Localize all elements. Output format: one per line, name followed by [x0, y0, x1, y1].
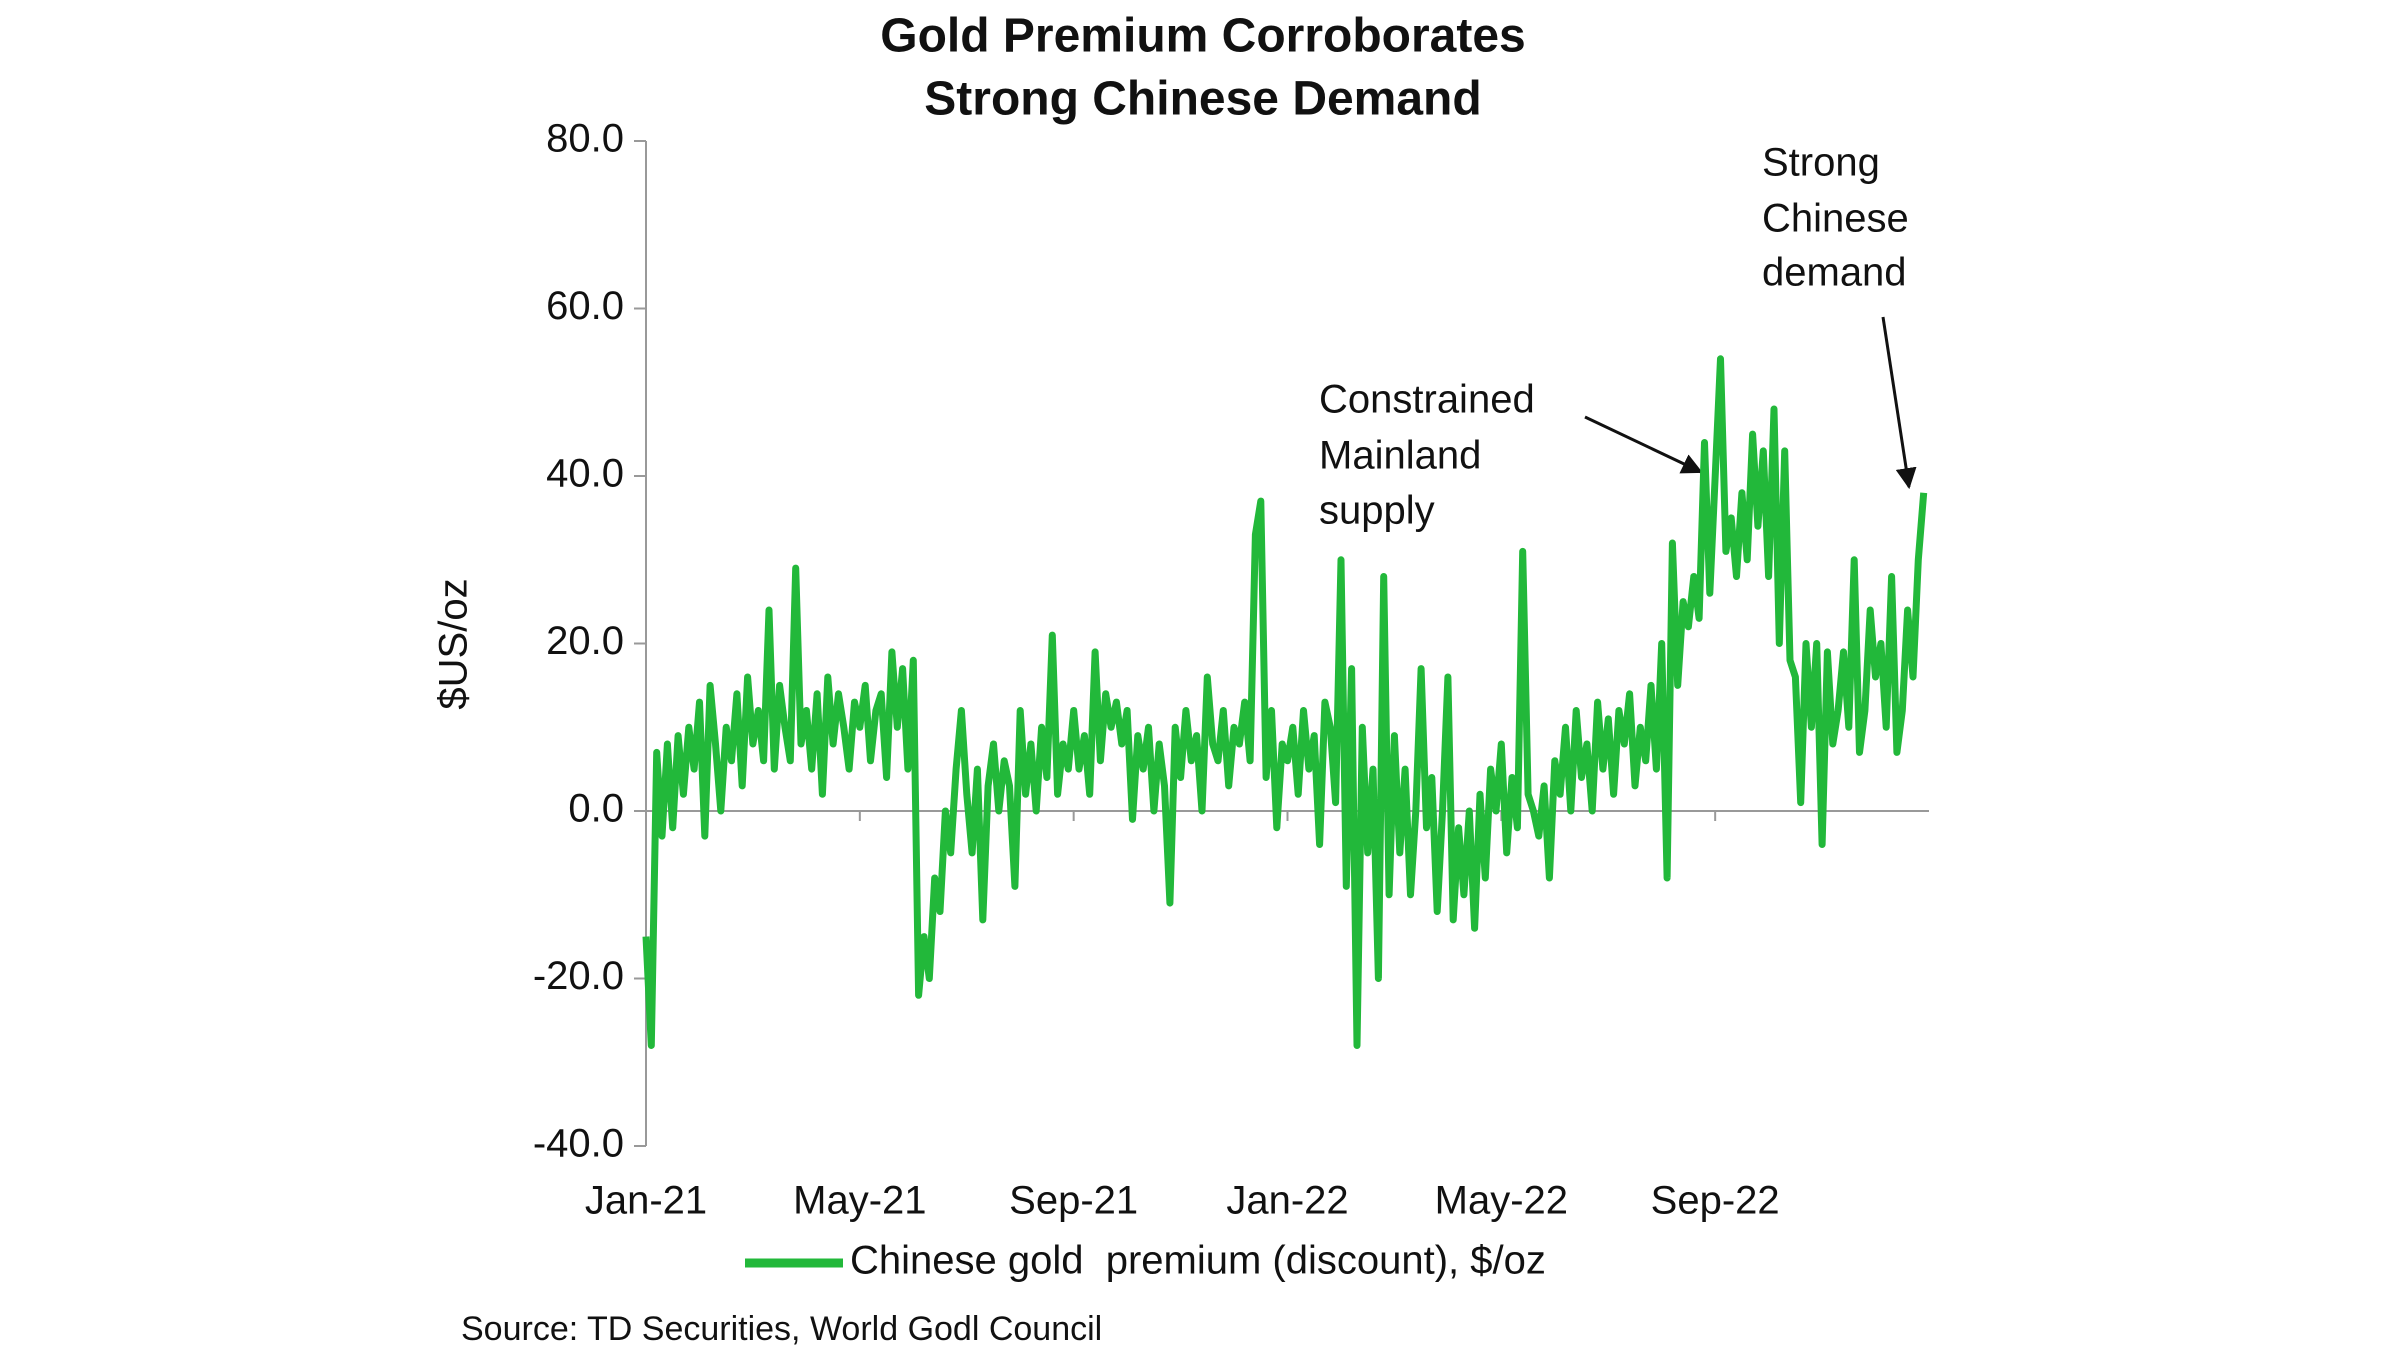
- annotation: Constrained: [1319, 378, 1535, 422]
- x-tick-label: Sep-21: [1009, 1179, 1138, 1223]
- chart-title: Strong Chinese Demand: [924, 73, 1481, 126]
- y-tick-label: -40.0: [533, 1122, 624, 1166]
- y-tick-label: 20.0: [546, 619, 624, 663]
- annotation: Strong: [1762, 141, 1880, 185]
- legend-label: Chinese gold premium (discount), $/oz: [850, 1239, 1546, 1283]
- annotation-arrow: [1881, 316, 1917, 490]
- source-note: Source: TD Securities, World Godl Counci…: [461, 1310, 1102, 1348]
- y-axis-label: $US/oz: [432, 578, 476, 709]
- annotation-arrow: [1584, 415, 1703, 474]
- y-tick-label: -20.0: [533, 954, 624, 998]
- x-tick-label: Sep-22: [1651, 1179, 1780, 1223]
- x-tick-label: Jan-21: [585, 1179, 707, 1223]
- y-tick-label: 60.0: [546, 284, 624, 328]
- annotation: Chinese: [1762, 197, 1909, 241]
- annotation: supply: [1319, 489, 1435, 533]
- y-tick-label: 80.0: [546, 117, 624, 161]
- y-tick-label: 0.0: [568, 787, 624, 831]
- series-line: [642, 355, 1928, 1049]
- x-tick-label: Jan-22: [1226, 1179, 1348, 1223]
- annotation: demand: [1762, 251, 1907, 295]
- x-tick-label: May-22: [1435, 1179, 1568, 1223]
- chart-title: Gold Premium Corroborates: [880, 10, 1525, 63]
- y-tick-label: 40.0: [546, 452, 624, 496]
- x-tick-label: May-21: [793, 1179, 926, 1223]
- annotation: Mainland: [1319, 434, 1481, 478]
